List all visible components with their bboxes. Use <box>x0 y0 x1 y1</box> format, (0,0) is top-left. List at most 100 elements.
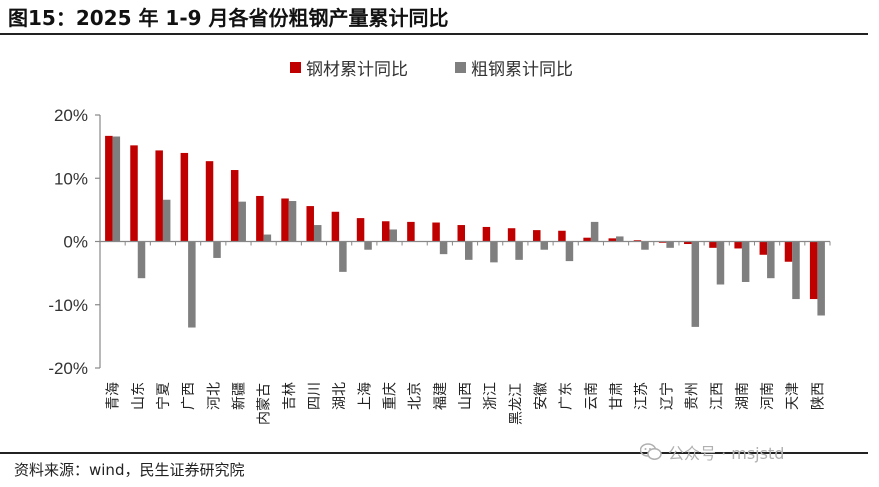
bar-series1 <box>734 241 742 249</box>
bar-series1 <box>256 195 264 242</box>
bar-series1 <box>356 218 365 242</box>
x-category-label: 广西 <box>181 382 197 410</box>
bar-series1 <box>331 211 340 242</box>
x-category-label: 福建 <box>433 382 449 410</box>
page-title: 图15：2025 年 1-9 月各省份粗钢产量累计同比 <box>8 6 449 30</box>
x-category-label: 天津 <box>785 382 801 410</box>
bar-series2 <box>641 241 649 250</box>
source-note: 资料来源：wind，民生证券研究院 <box>14 461 245 479</box>
bars <box>105 135 825 328</box>
bar-series1 <box>306 206 314 242</box>
bar-series1 <box>482 226 491 242</box>
x-category-label: 青海 <box>106 382 122 410</box>
bar-series2 <box>263 234 272 242</box>
bar-series2 <box>112 136 121 242</box>
bar-series2 <box>515 241 523 260</box>
x-category-label: 陕西 <box>810 382 826 410</box>
legend-label-series1: 钢材累计同比 <box>306 60 408 80</box>
bar-series1 <box>105 135 113 242</box>
x-category-label: 黑龙江 <box>508 383 524 425</box>
x-category-label: 湖北 <box>332 382 348 410</box>
bar-series2 <box>188 241 196 328</box>
legend-label-series2: 粗钢累计同比 <box>471 60 573 80</box>
bar-series2 <box>339 241 347 272</box>
watermark: 公众号 · msjstd <box>640 440 784 464</box>
bar-series1 <box>684 241 692 245</box>
bar-series2 <box>288 201 297 242</box>
bar-series1 <box>407 221 415 242</box>
bar-series2 <box>238 201 246 242</box>
x-category-label: 四川 <box>307 382 323 410</box>
bar-series1 <box>759 241 768 255</box>
bar-series2 <box>389 229 397 242</box>
legend-swatch-series1 <box>290 62 301 73</box>
bar-series1 <box>457 225 465 242</box>
y-tick-label: 0% <box>63 233 88 252</box>
x-category-label: 贵州 <box>685 382 701 410</box>
x-category-label: 湖南 <box>735 382 751 410</box>
x-category-label: 内蒙古 <box>257 383 273 425</box>
y-axis: 20% 10% 0% -10% -20% <box>48 106 101 378</box>
legend-swatch-series2 <box>455 62 466 73</box>
bar-series2 <box>590 221 599 242</box>
x-category-label: 河南 <box>760 382 776 410</box>
bar-series2 <box>741 241 750 282</box>
x-category-label: 宁夏 <box>155 382 172 410</box>
bar-chart: 钢材累计同比 粗钢累计同比 20%10%0%-10%-20% 青海 山东 宁夏 广西河… <box>48 60 831 425</box>
x-category-label: 辽宁 <box>658 382 675 410</box>
bar-series2 <box>490 241 498 263</box>
y-tick-label: 10% <box>54 169 88 188</box>
x-category-label: 江苏 <box>634 382 650 410</box>
x-category-label: 云南 <box>584 382 600 410</box>
bar-series2 <box>792 241 800 300</box>
bar-series2 <box>313 225 322 242</box>
footer-divider <box>0 452 868 454</box>
bar-series2 <box>364 241 372 250</box>
x-category-label: 北京 <box>408 382 424 410</box>
wechat-icon <box>640 443 662 460</box>
bar-series2 <box>137 241 146 279</box>
x-category-label: 江西 <box>710 382 726 410</box>
bar-series1 <box>507 228 516 242</box>
bar-series1 <box>809 241 818 300</box>
bar-series2 <box>666 241 674 248</box>
bar-series1 <box>230 170 239 242</box>
bar-series2 <box>767 241 775 279</box>
y-tick-label: 20% <box>54 106 88 125</box>
bar-series2 <box>213 241 221 258</box>
bar-series2 <box>691 241 700 327</box>
bar-series1 <box>583 237 591 242</box>
bar-series1 <box>180 152 189 242</box>
x-category-label: 安徽 <box>534 382 550 410</box>
watermark-text: 公众号 · msjstd <box>668 444 785 463</box>
x-category-label: 甘肃 <box>609 382 625 410</box>
bar-series2 <box>565 241 574 262</box>
title-divider <box>0 33 868 35</box>
bar-series2 <box>716 241 725 285</box>
x-category-label: 上海 <box>357 382 373 410</box>
x-category-label: 浙江 <box>483 382 499 410</box>
legend: 钢材累计同比 粗钢累计同比 <box>290 60 573 80</box>
bar-series1 <box>633 240 642 242</box>
bar-series2 <box>465 241 473 260</box>
bar-series1 <box>432 222 440 242</box>
bar-series1 <box>130 145 138 242</box>
bar-series2 <box>540 241 549 250</box>
x-category-label: 河北 <box>206 382 222 410</box>
bar-series1 <box>658 241 667 243</box>
x-category-label: 山东 <box>131 382 147 410</box>
x-category-label: 山西 <box>458 382 474 410</box>
bar-series1 <box>155 150 163 242</box>
x-category-label: 新疆 <box>231 382 247 410</box>
x-category-label: 吉林 <box>282 382 298 410</box>
y-tick-label: -20% <box>48 359 88 378</box>
x-category-label: 重庆 <box>383 382 399 410</box>
bar-series1 <box>205 161 214 242</box>
bar-series1 <box>558 230 566 242</box>
bar-series2 <box>162 199 171 242</box>
bar-series1 <box>381 221 390 242</box>
bar-series1 <box>281 198 289 242</box>
x-axis: 青海 山东 宁夏 广西 河北 新疆 内蒙古 吉林 四川 湖北 上海 重庆 北京 福建 山西 浙江 黑龙江 安徽 广东… <box>99 240 831 425</box>
bar-series2 <box>439 241 448 255</box>
bar-series1 <box>533 230 541 242</box>
